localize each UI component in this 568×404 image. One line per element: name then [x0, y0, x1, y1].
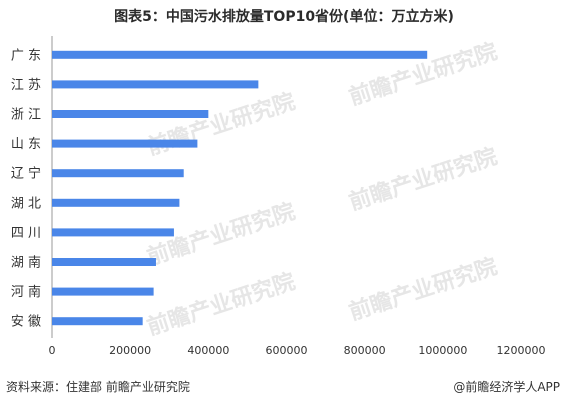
bar	[52, 110, 209, 118]
x-tick-labels: 0 200000 400000 600000 800000 1000000 1200000	[49, 344, 546, 357]
x-tick-label: 600000	[266, 344, 308, 357]
x-tick-label: 1200000	[497, 344, 546, 357]
bar	[52, 287, 154, 296]
x-tick-label: 200000	[109, 344, 151, 357]
bar	[52, 317, 143, 326]
x-tick-label: 400000	[187, 344, 229, 357]
source-note: 资料来源：住建部 前瞻产业研究院	[6, 380, 190, 394]
category-label: 安 徽	[11, 315, 41, 330]
x-tick-label: 0	[49, 344, 56, 357]
bar	[52, 198, 180, 207]
category-label: 四 川	[11, 226, 41, 241]
bar	[52, 169, 184, 178]
bar	[52, 228, 174, 237]
chart-title: 图表5：中国污水排放量TOP10省份(单位：万立方米)	[114, 9, 454, 25]
category-label: 广 东	[11, 48, 41, 63]
bar	[52, 258, 156, 266]
category-label: 河 南	[11, 284, 41, 300]
category-label: 湖 北	[11, 196, 41, 211]
category-label: 辽 宁	[11, 166, 41, 182]
category-label: 山 东	[11, 137, 41, 152]
bar	[52, 139, 198, 148]
x-tick-label: 1000000	[418, 344, 467, 357]
bar	[52, 80, 259, 89]
category-labels: 广 东江 苏浙 江山 东辽 宁湖 北四 川湖 南河 南安 徽	[11, 48, 41, 329]
watermark-text: 前瞻产业研究院	[346, 38, 501, 110]
watermark-text: 前瞻产业研究院	[346, 253, 501, 325]
category-label: 江 苏	[11, 77, 41, 93]
category-label: 浙 江	[11, 108, 41, 123]
watermark-text: 前瞻产业研究院	[144, 268, 299, 340]
x-tick-label: 800000	[344, 344, 386, 357]
category-label: 湖 南	[11, 255, 41, 271]
bar	[52, 50, 428, 59]
watermark-text: 前瞻产业研究院	[346, 143, 501, 215]
brand-credit: @前瞻经济学人APP	[453, 380, 560, 394]
watermark-text: 前瞻产业研究院	[144, 88, 299, 160]
bars	[52, 50, 428, 326]
